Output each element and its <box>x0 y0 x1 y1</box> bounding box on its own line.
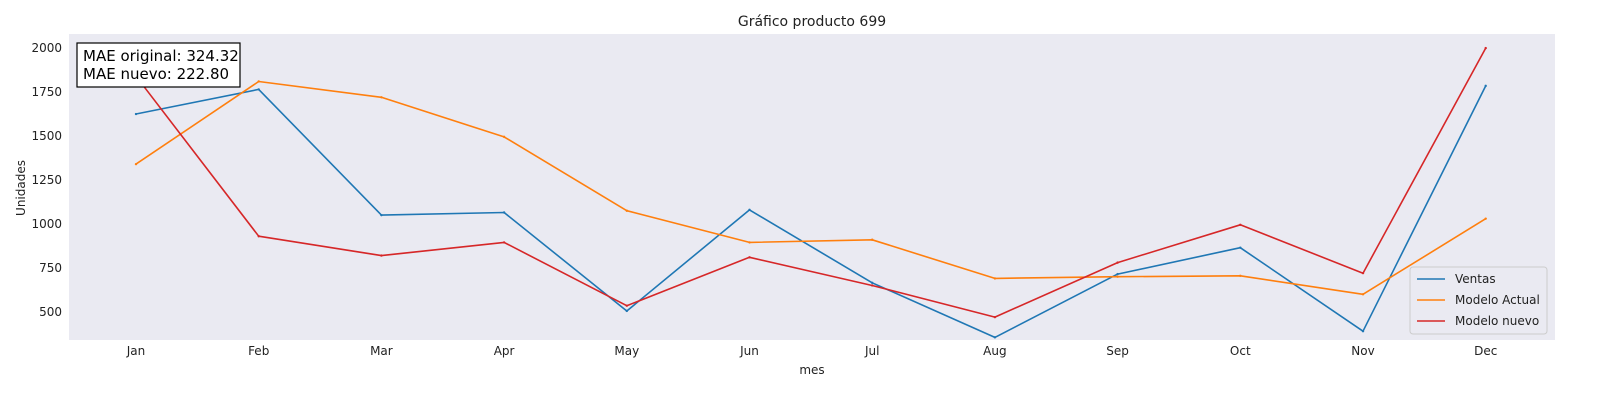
x-axis-label: mes <box>799 363 824 377</box>
data-point <box>134 112 138 116</box>
y-axis: 500 750 1000 1250 1500 1750 2000 <box>31 41 62 319</box>
data-point <box>502 211 506 214</box>
y-axis-label: Unidades <box>14 160 28 216</box>
y-tick-label: 1250 <box>31 173 62 187</box>
annotation-mae-nuevo: MAE nuevo: 222.80 <box>83 65 229 83</box>
data-point <box>1361 293 1365 296</box>
data-point <box>748 241 751 244</box>
data-point <box>380 213 383 217</box>
data-point <box>993 315 997 319</box>
x-tick-label: Dec <box>1474 344 1497 358</box>
data-point <box>1239 274 1242 278</box>
legend-label: Ventas <box>1455 272 1496 286</box>
y-tick-label: 2000 <box>31 41 62 55</box>
y-tick-label: 1000 <box>31 217 62 231</box>
x-tick-label: Mar <box>370 344 393 358</box>
plot-area <box>69 34 1555 340</box>
legend: Ventas Modelo Actual Modelo nuevo <box>1409 266 1548 335</box>
x-tick-label: Jun <box>739 344 759 358</box>
data-point <box>1116 275 1119 278</box>
data-point <box>502 241 506 244</box>
legend-label: Modelo Actual <box>1455 293 1540 307</box>
data-point <box>1361 330 1365 333</box>
data-point <box>993 336 997 339</box>
data-point <box>1484 84 1487 88</box>
x-tick-label: Oct <box>1230 344 1251 358</box>
y-tick-label: 1750 <box>31 85 62 99</box>
data-point <box>748 208 751 212</box>
data-point <box>625 309 628 313</box>
x-tick-label: Apr <box>494 344 515 358</box>
x-tick-label: May <box>614 344 639 358</box>
data-point <box>502 135 506 139</box>
annotation-box <box>76 42 241 88</box>
x-axis: Jan Feb Mar Apr May Jun Jul Aug Sep Oct Nov Dec <box>126 344 1498 358</box>
x-tick-label: Nov <box>1351 344 1374 358</box>
data-point <box>993 277 997 280</box>
data-point <box>871 284 874 287</box>
y-tick-label: 750 <box>39 261 62 275</box>
series-line-2 <box>135 80 1487 296</box>
data-point <box>1239 246 1242 249</box>
data-point <box>257 80 260 83</box>
y-tick-label: 1500 <box>31 129 62 143</box>
data-point <box>625 304 628 307</box>
series-line-1 <box>135 85 1487 339</box>
data-point <box>1116 261 1119 264</box>
chart-title: Gráfico producto 699 <box>738 14 886 30</box>
y-tick-label: 500 <box>39 305 62 319</box>
data-point <box>748 256 751 259</box>
x-tick-label: Jul <box>864 344 879 358</box>
annotation-mae-original: MAE original: 324.32 <box>83 47 239 65</box>
data-point <box>1361 271 1365 275</box>
mae-annotation: MAE original: 324.32 MAE nuevo: 222.80 <box>76 42 241 88</box>
data-point <box>380 254 383 257</box>
data-point <box>257 235 260 238</box>
data-point <box>1484 217 1487 220</box>
data-point <box>380 96 383 99</box>
x-tick-label: Jan <box>126 344 146 358</box>
series-line-3 <box>135 47 1487 318</box>
data-point <box>1484 46 1487 50</box>
data-point <box>1239 223 1242 227</box>
data-point <box>625 209 628 212</box>
x-tick-label: Sep <box>1106 344 1129 358</box>
x-tick-label: Feb <box>248 344 269 358</box>
legend-box <box>1409 266 1548 335</box>
legend-label: Modelo nuevo <box>1455 314 1539 328</box>
x-tick-label: Aug <box>983 344 1006 358</box>
data-point <box>871 238 874 241</box>
data-point <box>134 162 138 166</box>
series-lines <box>134 46 1487 339</box>
data-point <box>871 281 874 285</box>
data-point <box>257 88 260 91</box>
data-point <box>1116 272 1119 276</box>
